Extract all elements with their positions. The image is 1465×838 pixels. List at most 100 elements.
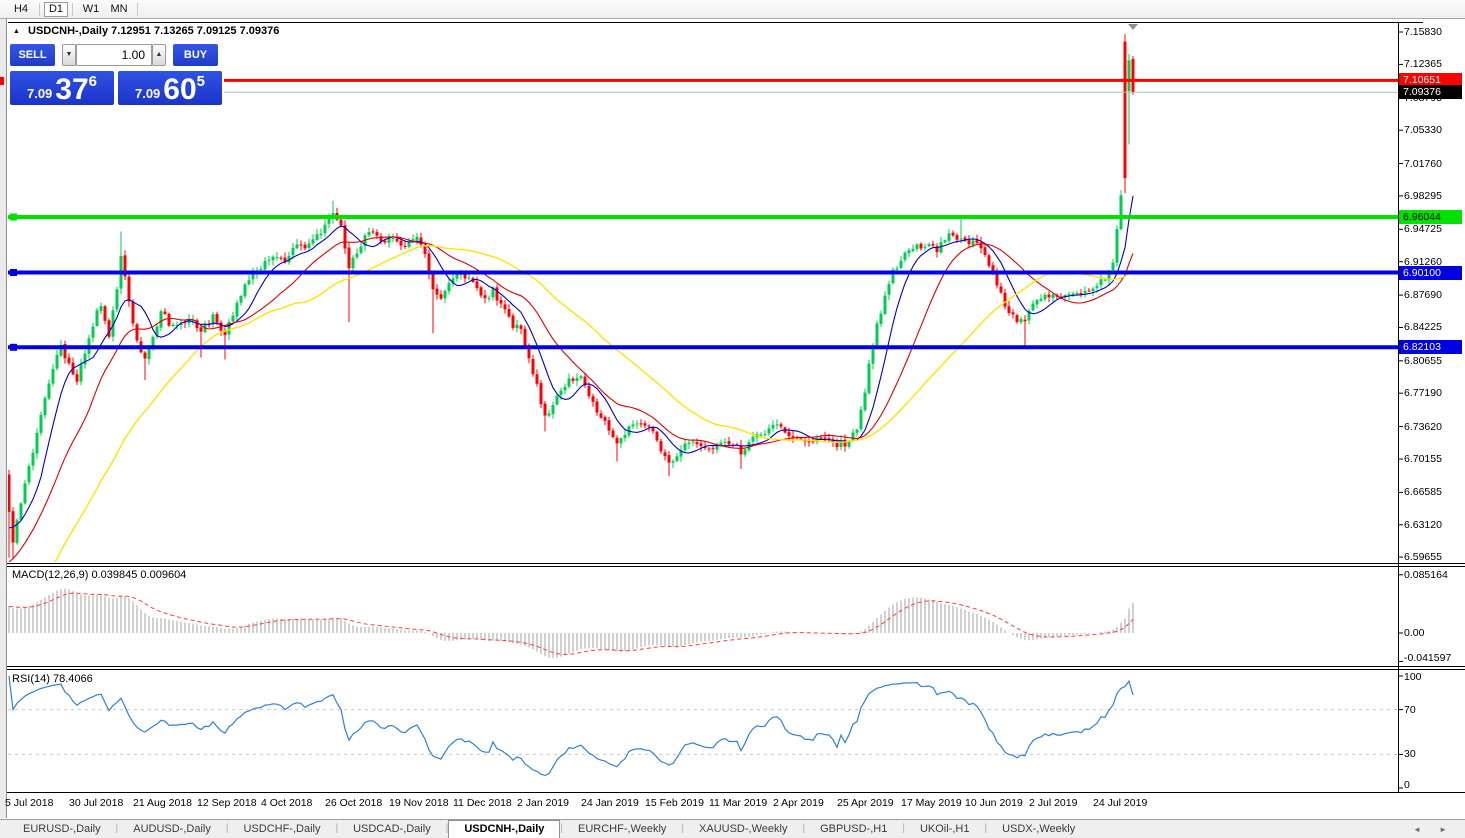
tab-eurusd-daily[interactable]: EURUSD-,Daily <box>23 823 101 835</box>
current-price-tag: 7.09376 <box>1399 85 1462 99</box>
date-axis-label: 10 Jun 2019 <box>965 797 1023 809</box>
rsi-value: 78.4066 <box>52 673 93 685</box>
volume-input[interactable]: 1.00 <box>76 44 152 66</box>
price-tick-label: 6.63120 <box>1404 519 1442 531</box>
price-tick-label: 7.05330 <box>1404 124 1442 136</box>
date-axis-label: 5 Jul 2018 <box>5 797 54 809</box>
timeframe-toolbar: H4 D1 W1 MN <box>0 0 1465 19</box>
hline-price-tag: 6.82103 <box>1399 340 1462 354</box>
macd-values: 0.039845 0.009604 <box>91 569 187 581</box>
price-tick-label: 6.77190 <box>1404 387 1442 399</box>
macd-indicator-label: MACD(12,26,9) 0.039845 0.009604 <box>12 569 186 581</box>
chevron-up-icon: ▲ <box>155 51 163 58</box>
tab-scroll-arrows[interactable]: ◄ ► <box>1412 825 1455 834</box>
macd-tick-label: -0.041597 <box>1404 652 1452 664</box>
buy-price-small: 7.09 <box>134 86 161 101</box>
price-tick-label: 6.98295 <box>1404 190 1442 202</box>
rsi-tick-label: 30 <box>1404 748 1416 760</box>
tab-separator: | <box>681 823 685 834</box>
date-axis-label: 2 Jul 2019 <box>1029 797 1078 809</box>
tab-audusd-daily[interactable]: AUDUSD-,Daily <box>133 823 211 835</box>
tab-usdcnh-daily[interactable]: USDCNH-,Daily <box>448 820 561 838</box>
price-tick-label: 6.73620 <box>1404 421 1442 433</box>
window-left-border <box>0 19 7 818</box>
price-tick-label: 6.59655 <box>1404 551 1442 563</box>
tab-separator: | <box>115 823 119 834</box>
toolbar-separator <box>137 2 138 16</box>
hline-anchor[interactable] <box>10 213 17 221</box>
toolbar-separator <box>39 2 40 16</box>
sell-price-display[interactable]: 7.09 37 6 <box>10 71 114 105</box>
chart-tab-bar: EURUSD-,Daily | AUDUSD-,Daily | USDCHF-,Dail… <box>0 819 1465 838</box>
moving-average-8 <box>8 195 1134 529</box>
buy-price-display[interactable]: 7.09 60 5 <box>118 71 222 105</box>
macd-signal-line <box>8 592 1134 656</box>
chart-title: ▲ USDCNH-,Daily 7.12951 7.13265 7.09125 … <box>13 25 279 37</box>
rsi-tick-label: 0 <box>1404 779 1410 791</box>
sell-button[interactable]: SELL <box>10 44 55 66</box>
rsi-name: RSI(14) <box>12 673 50 685</box>
price-tick-label: 7.12365 <box>1404 58 1442 70</box>
date-axis-label: 30 Jul 2018 <box>69 797 124 809</box>
tab-eurchf-weekly[interactable]: EURCHF-,Weekly <box>578 823 667 835</box>
tab-usdcad-daily[interactable]: USDCAD-,Daily <box>353 823 431 835</box>
tab-xauusd-weekly[interactable]: XAUUSD-,Weekly <box>699 823 788 835</box>
date-axis-label: 11 Dec 2018 <box>453 797 512 809</box>
date-axis-label: 2 Apr 2019 <box>773 797 824 809</box>
redline-edge-mark <box>0 77 4 85</box>
timeframe-button-d1[interactable]: D1 <box>44 1 68 17</box>
toolbar-separator <box>72 2 73 16</box>
buy-price-big: 60 <box>163 73 197 106</box>
date-axis-label: 24 Jul 2019 <box>1093 797 1148 809</box>
volume-increase-button[interactable]: ▲ <box>152 44 166 66</box>
sell-price-small: 7.09 <box>26 86 53 101</box>
chart-ohlc-values: 7.12951 7.13265 7.09125 7.09376 <box>111 25 280 37</box>
tab-separator: | <box>560 823 563 834</box>
date-axis-label: 26 Oct 2018 <box>325 797 383 809</box>
hline-anchor[interactable] <box>10 343 17 351</box>
macd-tick-label: 0.085164 <box>1404 569 1448 581</box>
price-tick-label: 6.84225 <box>1404 321 1442 333</box>
tab-ukoil-h1[interactable]: UKOil-,H1 <box>919 823 970 835</box>
timeframe-button-w1[interactable]: W1 <box>82 2 100 15</box>
tab-separator: | <box>445 823 449 834</box>
macd-tick-label: 0.00 <box>1404 627 1425 639</box>
tab-separator: | <box>225 823 229 834</box>
sell-price-sup: 6 <box>88 73 98 90</box>
buy-button[interactable]: BUY <box>173 44 218 66</box>
price-tick-label: 7.15830 <box>1404 26 1442 38</box>
hline-price-tag: 6.90100 <box>1399 266 1462 280</box>
volume-decrease-button[interactable]: ▼ <box>62 44 76 66</box>
macd-name: MACD(12,26,9) <box>12 569 89 581</box>
hline-price-tag: 6.96044 <box>1399 210 1462 224</box>
hline-anchor[interactable] <box>10 269 17 276</box>
tab-gbpusd-h1[interactable]: GBPUSD-,H1 <box>820 823 888 835</box>
rsi-line <box>8 675 1134 777</box>
timeframe-button-h4[interactable]: H4 <box>13 2 29 15</box>
date-axis-label: 4 Oct 2018 <box>261 797 313 809</box>
rsi-tick-label: 100 <box>1404 671 1422 683</box>
price-tick-label: 6.80655 <box>1404 355 1442 367</box>
chart-shift-marker-icon[interactable] <box>1128 24 1138 30</box>
date-axis-label: 11 Mar 2019 <box>709 797 768 809</box>
rsi-panel[interactable] <box>8 670 1398 791</box>
timeframe-button-mn[interactable]: MN <box>110 2 128 15</box>
tab-usdx-weekly[interactable]: USDX-,Weekly <box>1002 823 1076 835</box>
tab-separator: | <box>902 823 905 834</box>
rsi-indicator-label: RSI(14) 78.4066 <box>12 673 93 685</box>
macd-panel[interactable] <box>8 567 1398 665</box>
date-axis-label: 12 Sep 2018 <box>197 797 257 809</box>
price-tick-label: 7.01760 <box>1404 158 1442 170</box>
price-tick-label: 6.87690 <box>1404 289 1442 301</box>
price-tick-label: 6.91260 <box>1404 256 1442 268</box>
date-axis-label: 19 Nov 2018 <box>389 797 449 809</box>
candles <box>8 34 1135 560</box>
moving-average-45 <box>54 244 1134 562</box>
date-axis-label: 25 Apr 2019 <box>837 797 894 809</box>
tab-usdchf-daily[interactable]: USDCHF-,Daily <box>243 823 321 835</box>
price-tick-label: 6.66585 <box>1404 486 1442 498</box>
collapse-panel-icon[interactable]: ▲ <box>13 28 20 35</box>
chevron-down-icon: ▼ <box>65 51 73 58</box>
price-tick-label: 6.70155 <box>1404 453 1442 465</box>
